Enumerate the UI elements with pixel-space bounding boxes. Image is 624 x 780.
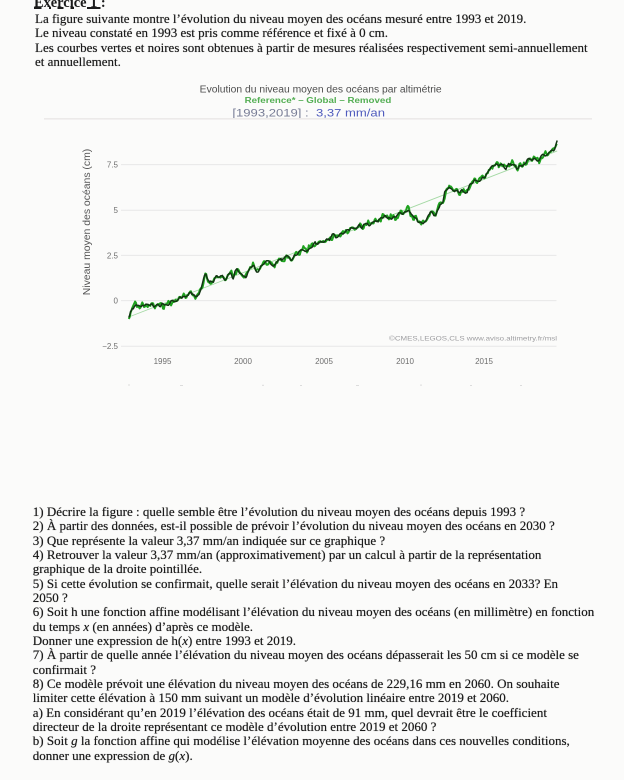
svg-text:0: 0 [114,297,119,306]
svg-text:©CMES,LEGOS,CLS www.aviso.alti: ©CMES,LEGOS,CLS www.aviso.altimetry.fr/m… [389,335,557,343]
svg-text:2005: 2005 [315,357,333,366]
svg-text:Niveau moyen des océans (cm): Niveau moyen des océans (cm) [82,149,93,296]
svg-text:1995: 1995 [154,357,172,366]
svg-text:5: 5 [114,206,119,215]
svg-text:2000: 2000 [234,357,252,366]
svg-text:−2.5: −2.5 [102,342,118,351]
svg-text:2010: 2010 [396,357,414,366]
svg-text:7.5: 7.5 [107,161,119,170]
svg-text:Evolution du niveau moyen des: Evolution du niveau moyen des océans par… [200,84,442,95]
svg-text:2015: 2015 [475,357,493,366]
svg-text:[1993,2019] : 3,37 mm/an: [1993,2019] : 3,37 mm/an [232,108,385,120]
svg-text:2.5: 2.5 [107,251,119,260]
svg-text:Reference* – Global – Removed: Reference* – Global – Removed [245,96,392,105]
